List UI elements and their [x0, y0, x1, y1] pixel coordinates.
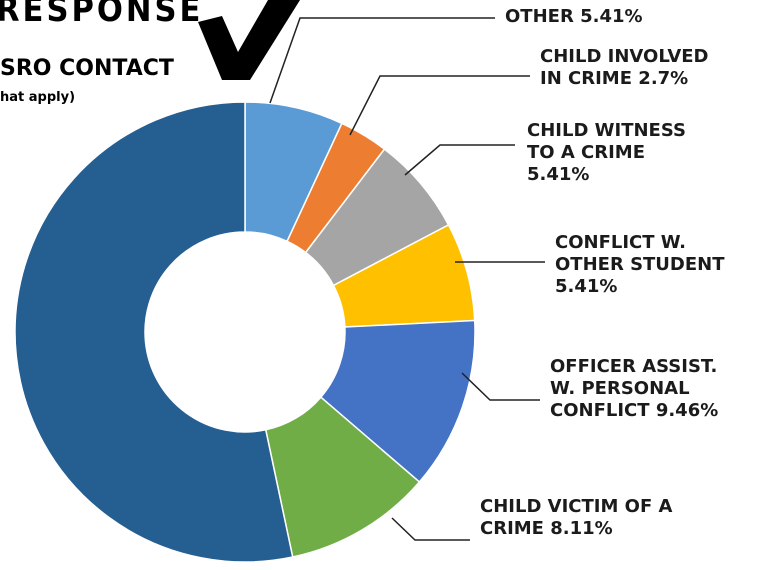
leader-line — [462, 373, 540, 400]
check-icon — [198, 0, 300, 80]
slice-name: CONFLICT W. OTHER STUDENT — [555, 232, 725, 275]
leader-line — [350, 76, 530, 135]
slice-label: CONFLICT W. OTHER STUDENT 5.41% — [555, 232, 760, 298]
slice-name: OTHER — [505, 6, 574, 27]
slice-value: 2.7% — [638, 68, 688, 89]
slice-value: 5.41% — [580, 6, 642, 27]
slice-name: CHILD WITNESS TO A CRIME — [527, 120, 686, 163]
subtitle: SRO CONTACT — [0, 56, 174, 81]
leader-line — [392, 518, 470, 540]
slice-value: 8.11% — [550, 518, 612, 539]
title: RESPONSE — [0, 0, 203, 30]
slice-label: CHILD INVOLVED IN CRIME 2.7% — [540, 46, 730, 90]
slice-label: OFFICER ASSIST. W. PERSONAL CONFLICT 9.4… — [550, 356, 740, 422]
slice-value: 5.41% — [527, 164, 589, 185]
leader-line — [405, 145, 515, 175]
slice-label: OTHER 5.41% — [505, 6, 755, 28]
slice-value: 9.46% — [656, 400, 718, 421]
leader-line — [270, 18, 495, 103]
slice-label: CHILD WITNESS TO A CRIME 5.41% — [527, 120, 707, 186]
page: RESPONSE SRO CONTACT hat apply) OTHER 5.… — [0, 0, 762, 570]
slice-label: CHILD VICTIM OF A CRIME 8.11% — [480, 496, 730, 540]
slice-value: 5.41% — [555, 276, 617, 297]
note: hat apply) — [0, 90, 75, 105]
